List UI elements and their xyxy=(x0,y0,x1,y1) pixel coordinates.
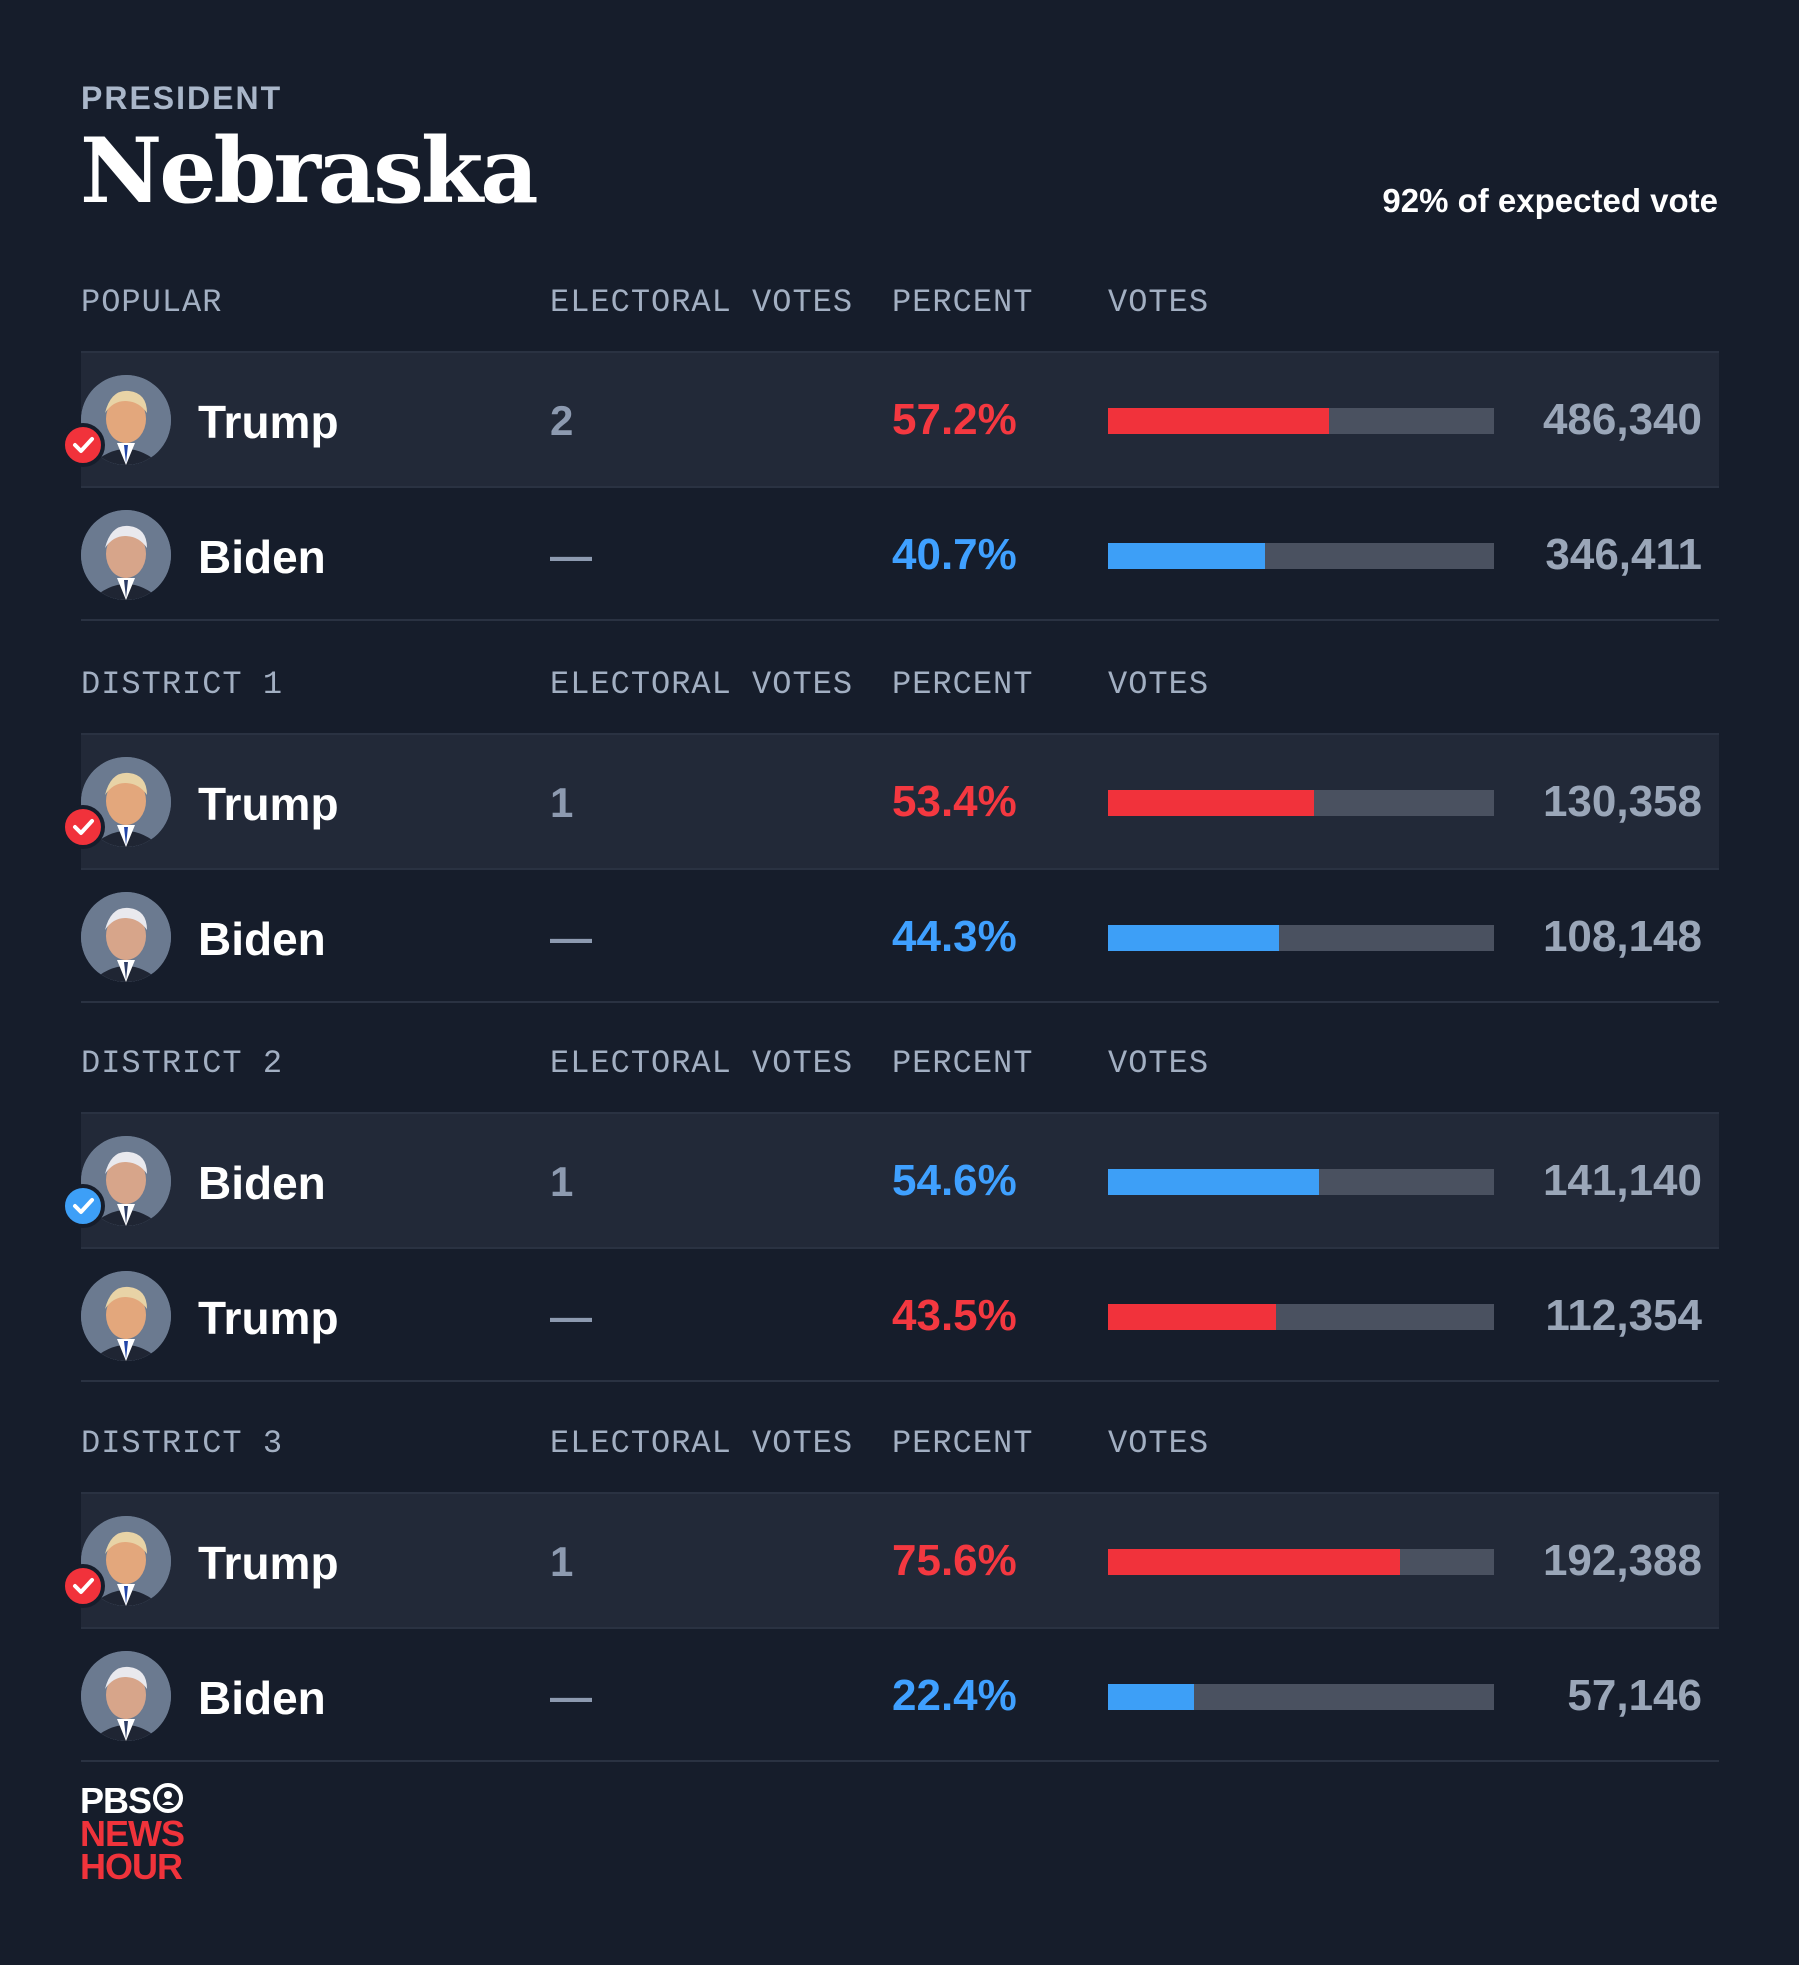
column-header-votes: VOTES xyxy=(1108,1425,1210,1462)
electoral-votes: — xyxy=(550,914,592,961)
candidate-avatar xyxy=(81,1136,171,1226)
vote-count: 112,354 xyxy=(1545,1291,1702,1340)
vote-share-fill xyxy=(1108,1304,1276,1330)
electoral-votes: 2 xyxy=(550,397,574,444)
column-header-votes: VOTES xyxy=(1108,1045,1210,1082)
vote-share-fill xyxy=(1108,1169,1319,1195)
column-header-electoral-votes: ELECTORAL VOTES xyxy=(550,284,854,321)
candidate-row: Trump 1 53.4% 130,358 xyxy=(61,733,1719,868)
candidate-name: Biden xyxy=(198,913,326,965)
winner-check-icon xyxy=(61,805,105,849)
column-header-electoral-votes: ELECTORAL VOTES xyxy=(550,1425,854,1462)
logo-line-pbs: PBS xyxy=(80,1779,152,1821)
expected-vote-status: 92% of expected vote xyxy=(1382,182,1718,219)
winner-check-icon xyxy=(61,1184,105,1228)
column-header-votes: VOTES xyxy=(1108,666,1210,703)
pbs-newshour-logo: PBS NEWS HOUR xyxy=(80,1779,185,1887)
electoral-votes: — xyxy=(550,1673,592,1720)
vote-share-fill xyxy=(1108,408,1329,434)
page-title: Nebraska xyxy=(80,118,539,224)
section-popular: POPULAR ELECTORAL VOTES PERCENT VOTES Trump 2… xyxy=(61,252,1719,621)
vote-share-bar xyxy=(1108,1549,1494,1575)
logo-line-hour: HOUR xyxy=(80,1846,183,1887)
candidate-row: Biden — 22.4% 57,146 xyxy=(81,1627,1719,1762)
candidate-row: Trump — 43.5% 112,354 xyxy=(81,1247,1719,1382)
electoral-votes: — xyxy=(550,1293,592,1340)
section-label: DISTRICT 2 xyxy=(81,1045,284,1082)
vote-percent: 22.4% xyxy=(892,1671,1017,1720)
column-header-electoral-votes: ELECTORAL VOTES xyxy=(550,1045,854,1082)
race-label: PRESIDENT xyxy=(81,80,283,116)
section-header: DISTRICT 1 ELECTORAL VOTES PERCENT VOTES xyxy=(81,634,1719,733)
candidate-avatar xyxy=(81,892,171,982)
candidate-avatar xyxy=(81,1271,171,1361)
column-header-electoral-votes: ELECTORAL VOTES xyxy=(550,666,854,703)
column-header-percent: PERCENT xyxy=(892,1045,1034,1082)
vote-percent: 44.3% xyxy=(892,912,1017,961)
candidate-row: Biden — 44.3% 108,148 xyxy=(81,868,1719,1003)
vote-share-fill xyxy=(1108,925,1279,951)
section-header: DISTRICT 2 ELECTORAL VOTES PERCENT VOTES xyxy=(81,1013,1719,1112)
electoral-votes: 1 xyxy=(550,779,574,826)
candidate-name: Biden xyxy=(198,1672,326,1724)
column-header-percent: PERCENT xyxy=(892,666,1034,703)
vote-share-bar xyxy=(1108,790,1494,816)
candidate-row: Biden — 40.7% 346,411 xyxy=(81,486,1719,621)
section-district-2: DISTRICT 2 ELECTORAL VOTES PERCENT VOTES Bid… xyxy=(61,1013,1719,1382)
column-header-votes: VOTES xyxy=(1108,284,1210,321)
vote-count: 346,411 xyxy=(1545,530,1702,579)
candidate-row: Trump 1 75.6% 192,388 xyxy=(61,1492,1719,1627)
vote-count: 130,358 xyxy=(1542,777,1702,826)
vote-share-bar xyxy=(1108,543,1494,569)
candidate-avatar xyxy=(81,1651,171,1741)
candidate-row: Trump 2 57.2% 486,340 xyxy=(61,351,1719,486)
candidate-name: Trump xyxy=(198,778,339,830)
winner-check-icon xyxy=(61,1564,105,1608)
candidate-name: Trump xyxy=(198,1537,339,1589)
section-label: DISTRICT 1 xyxy=(81,666,284,703)
candidate-name: Biden xyxy=(198,1157,326,1209)
pbs-head-icon xyxy=(153,1783,184,1817)
candidate-name: Trump xyxy=(198,1292,339,1344)
vote-percent: 53.4% xyxy=(892,777,1017,826)
section-district-1: DISTRICT 1 ELECTORAL VOTES PERCENT VOTES Tru… xyxy=(61,634,1719,1003)
vote-share-bar xyxy=(1108,1169,1494,1195)
vote-share-bar xyxy=(1108,1304,1494,1330)
candidate-avatar xyxy=(81,510,171,600)
vote-share-bar xyxy=(1108,1684,1494,1710)
electoral-votes: 1 xyxy=(550,1538,574,1585)
vote-share-fill xyxy=(1108,1684,1195,1710)
vote-count: 486,340 xyxy=(1542,395,1702,444)
vote-share-fill xyxy=(1108,790,1315,816)
logo-line-news: NEWS xyxy=(80,1813,185,1854)
vote-percent: 43.5% xyxy=(892,1291,1017,1340)
candidate-name: Trump xyxy=(198,396,339,448)
section-header: POPULAR ELECTORAL VOTES PERCENT VOTES xyxy=(81,252,1719,351)
vote-share-bar xyxy=(1108,408,1494,434)
vote-count: 108,148 xyxy=(1542,912,1702,961)
section-district-3: DISTRICT 3 ELECTORAL VOTES PERCENT VOTES Tru… xyxy=(61,1393,1719,1762)
vote-share-fill xyxy=(1108,1549,1400,1575)
electoral-votes: 1 xyxy=(550,1158,574,1205)
section-label: POPULAR xyxy=(81,284,223,321)
vote-percent: 57.2% xyxy=(892,395,1017,444)
column-header-percent: PERCENT xyxy=(892,284,1034,321)
column-header-percent: PERCENT xyxy=(892,1425,1034,1462)
vote-percent: 75.6% xyxy=(892,1536,1017,1585)
vote-count: 192,388 xyxy=(1542,1536,1702,1585)
section-label: DISTRICT 3 xyxy=(81,1425,284,1462)
vote-percent: 54.6% xyxy=(892,1156,1017,1205)
vote-share-bar xyxy=(1108,925,1494,951)
vote-percent: 40.7% xyxy=(892,530,1017,579)
vote-count: 57,146 xyxy=(1567,1671,1702,1720)
candidate-row: Biden 1 54.6% 141,140 xyxy=(61,1112,1719,1247)
vote-count: 141,140 xyxy=(1542,1156,1702,1205)
vote-share-fill xyxy=(1108,543,1266,569)
winner-check-icon xyxy=(61,423,105,467)
section-header: DISTRICT 3 ELECTORAL VOTES PERCENT VOTES xyxy=(81,1393,1719,1492)
electoral-votes: — xyxy=(550,532,592,579)
candidate-name: Biden xyxy=(198,531,326,583)
